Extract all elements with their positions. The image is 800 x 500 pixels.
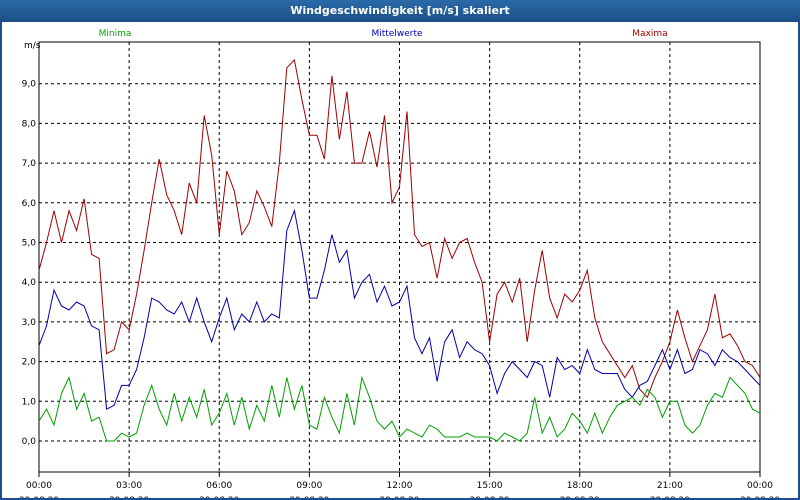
y-tick-label: 4,0 bbox=[22, 278, 37, 288]
y-tick-label: 5,0 bbox=[22, 239, 37, 249]
y-tick-label: 6,0 bbox=[22, 199, 37, 209]
y-tick-label: 7,0 bbox=[22, 159, 37, 169]
y-unit-label: m/s bbox=[24, 41, 41, 51]
series-minima-line bbox=[38, 375, 761, 442]
x-tick-date-label: 29.08.20 bbox=[650, 496, 690, 498]
plot-frame bbox=[38, 41, 761, 473]
chart-title: Windgeschwindigkeit [m/s] skaliert bbox=[0, 0, 800, 22]
x-tick-time-label: 21:00 bbox=[657, 481, 683, 491]
x-tick-date-label: 29.08.20 bbox=[19, 496, 59, 498]
x-tick-date-label: 29.08.20 bbox=[379, 496, 419, 498]
legend-mean-label: Mittelwerte bbox=[371, 29, 422, 39]
x-tick-time-label: 00:00 bbox=[747, 481, 773, 491]
x-tick-date-label: 29.08.20 bbox=[289, 496, 329, 498]
y-tick-label: 9,0 bbox=[22, 80, 37, 90]
series-mittelwerte-line bbox=[38, 208, 761, 410]
y-tick-label: 3,0 bbox=[22, 318, 37, 328]
x-tick-date-label: 29.08.20 bbox=[109, 496, 149, 498]
x-tick-date-label: 30.08.20 bbox=[740, 496, 780, 498]
x-tick-time-label: 00:00 bbox=[26, 481, 52, 491]
y-tick-label: 0,0 bbox=[22, 437, 37, 447]
x-tick-time-label: 18:00 bbox=[567, 481, 593, 491]
x-tick-time-label: 12:00 bbox=[387, 481, 413, 491]
x-tick-date-label: 29.08.20 bbox=[560, 496, 600, 498]
x-tick-time-label: 03:00 bbox=[116, 481, 142, 491]
y-tick-label: 8,0 bbox=[22, 119, 37, 129]
x-tick-time-label: 06:00 bbox=[206, 481, 232, 491]
y-tick-label: 2,0 bbox=[22, 358, 37, 368]
legend-min-label: Minima bbox=[99, 29, 132, 39]
x-tick-date-label: 29.08.20 bbox=[199, 496, 239, 498]
series-maxima-line bbox=[38, 58, 761, 399]
y-tick-label: 1,0 bbox=[22, 397, 37, 407]
x-tick-date-label: 29.08.20 bbox=[470, 496, 510, 498]
wind-speed-chart: Minima Mittelwerte Maxima m/s 0,0 1,0 2,0 3… bbox=[19, 29, 780, 498]
legend-max-label: Maxima bbox=[632, 29, 667, 39]
x-tick-time-label: 15:00 bbox=[477, 481, 503, 491]
chart-canvas: Minima Mittelwerte Maxima m/s 0,0 1,0 2,0 3… bbox=[2, 22, 798, 498]
x-tick-time-label: 09:00 bbox=[296, 481, 322, 491]
